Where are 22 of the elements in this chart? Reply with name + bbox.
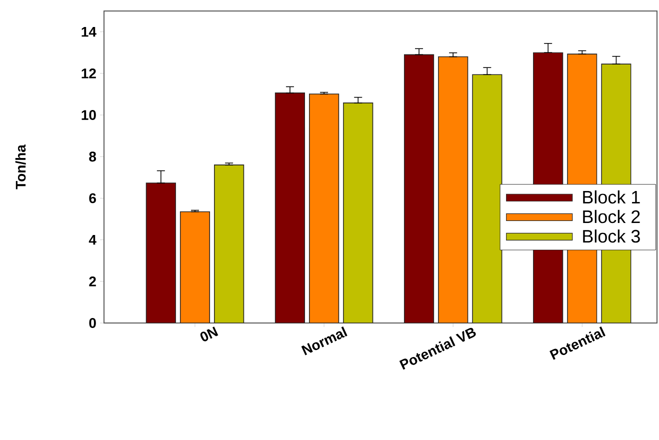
bar bbox=[146, 182, 176, 323]
y-axis-title: Ton/ha bbox=[15, 144, 26, 190]
bar bbox=[214, 164, 244, 323]
y-tick-label: 4 bbox=[88, 234, 96, 245]
y-tick-label: 10 bbox=[82, 110, 96, 120]
y-tick-label: 12 bbox=[82, 68, 96, 78]
bar bbox=[343, 102, 374, 323]
legend-label: Block 2 bbox=[583, 210, 640, 224]
bar bbox=[472, 74, 502, 323]
legend-label: Block 3 bbox=[583, 229, 640, 243]
y-tick-label: 6 bbox=[89, 193, 96, 204]
legend-label: Block 1 bbox=[583, 190, 640, 204]
y-tick-label: 8 bbox=[89, 152, 96, 162]
y-tick-label: 0 bbox=[89, 318, 96, 328]
bar bbox=[180, 211, 210, 323]
y-tick-label: 14 bbox=[82, 26, 96, 37]
bar bbox=[404, 54, 434, 323]
bar bbox=[274, 92, 306, 323]
bar bbox=[438, 56, 468, 323]
y-tick-label: 2 bbox=[89, 276, 96, 286]
x-tick-label: 0N bbox=[200, 326, 218, 342]
bar bbox=[308, 94, 340, 323]
